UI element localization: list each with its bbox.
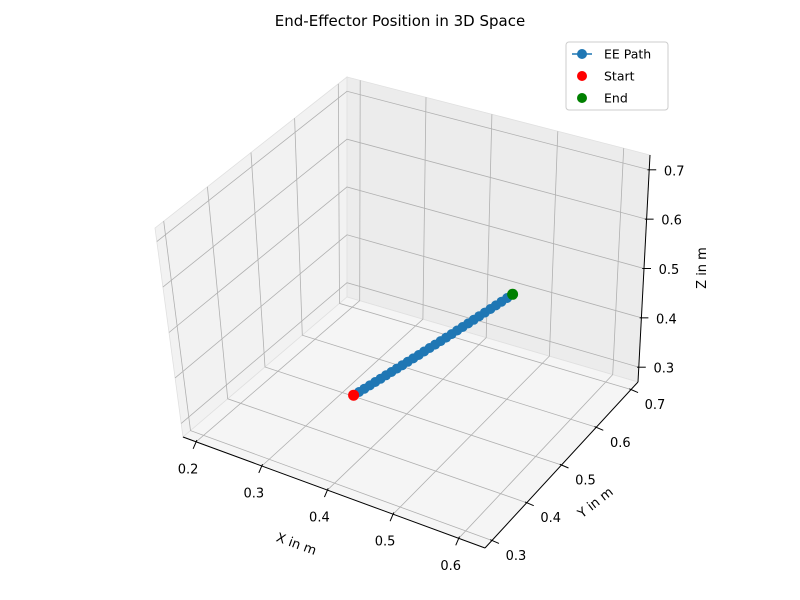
tick-marks-and-labels: 0.2 0.3 0.4 0.5 0.6 0.3 0.4 0.5 0.6 0.7 0.3 0.4 0.5 0… <box>178 164 685 574</box>
legend-label-start: Start <box>604 69 635 84</box>
z-tick-3-label: 0.6 <box>661 214 682 229</box>
y-tick-4-label: 0.7 <box>645 398 666 413</box>
grid-lines <box>156 80 650 541</box>
grid-line-y-1 <box>207 186 527 504</box>
grid-line-y-2 <box>250 152 562 466</box>
y-tick-4-mark <box>629 388 639 394</box>
x-tick-1-label: 0.3 <box>243 487 264 502</box>
grid-line-x-0 <box>195 80 361 443</box>
grid-line-x-3 <box>392 131 559 515</box>
x-axis-line <box>182 436 486 549</box>
y-tick-3-label: 0.6 <box>610 436 631 451</box>
point-start <box>348 389 360 401</box>
grid-line-z-0 <box>180 282 639 424</box>
x-tick-1-mark <box>258 464 263 474</box>
grid-line-y-4 <box>337 83 632 390</box>
x-tick-2-mark <box>323 488 329 498</box>
legend-label-end: End <box>604 91 628 106</box>
x-tick-3-label: 0.5 <box>375 535 396 550</box>
y-tick-3-mark <box>594 426 604 431</box>
x-tick-0-label: 0.2 <box>178 462 199 477</box>
z-tick-2-label: 0.5 <box>659 263 680 278</box>
grid-line-x-1 <box>261 97 427 467</box>
x-tick-0-mark <box>192 439 198 450</box>
x-tick-2-label: 0.4 <box>309 511 330 526</box>
x-tick-4-label: 0.6 <box>440 559 461 574</box>
grid-line-x-4 <box>458 148 625 539</box>
y-tick-0-label: 0.3 <box>506 549 527 564</box>
legend-box <box>565 41 669 111</box>
y-tick-2-label: 0.5 <box>575 474 596 489</box>
legend-marker-start <box>577 71 587 81</box>
grid-line-y-3 <box>294 118 597 428</box>
y-tick-2-mark <box>559 463 569 469</box>
z-tick-1-label: 0.4 <box>656 312 677 327</box>
grid-line-x-2 <box>327 114 493 491</box>
y-tick-1-mark <box>524 501 534 507</box>
plot-series <box>348 288 519 401</box>
y-axis-label: Y in m <box>574 485 616 523</box>
legend-label-ee-path: EE Path <box>604 47 651 62</box>
grid-line-y-0 <box>163 221 493 541</box>
z-tick-4-label: 0.7 <box>664 164 685 179</box>
x-tick-4-mark <box>455 536 460 546</box>
grid-line-z-2 <box>168 186 645 333</box>
grid-line-z-4 <box>156 90 650 242</box>
legend-marker-end <box>577 93 587 103</box>
point-end <box>507 288 519 300</box>
chart-title: End-Effector Position in 3D Space <box>275 12 525 30</box>
legend: EE Path Start End <box>565 41 669 111</box>
z-axis-label: Z in m <box>695 247 710 289</box>
grid-line-z-3 <box>162 138 647 288</box>
y-tick-1-label: 0.4 <box>540 511 561 526</box>
y-tick-0-mark <box>490 539 500 544</box>
grid-line-z-1 <box>174 234 642 379</box>
z-tick-0-label: 0.3 <box>653 362 674 377</box>
x-axis-label: X in m <box>274 531 318 559</box>
x-tick-3-mark <box>389 512 395 522</box>
legend-marker-ee-path <box>577 49 587 59</box>
